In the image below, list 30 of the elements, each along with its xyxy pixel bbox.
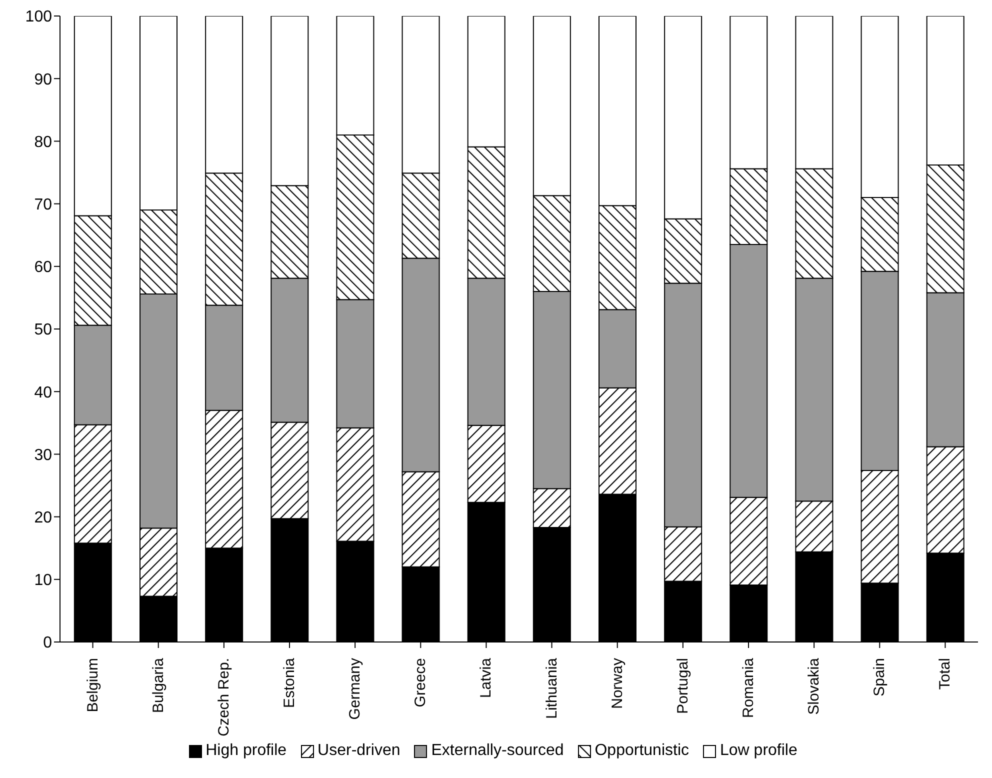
x-tick-label: Norway	[608, 658, 626, 709]
x-tick-label: Romania	[740, 657, 757, 718]
y-tick-label: 20	[34, 509, 52, 526]
legend-label: User-driven	[318, 742, 400, 760]
x-tick-label: Spain	[871, 658, 888, 696]
x-tick-label: Belgium	[84, 658, 102, 712]
legend-label: High profile	[206, 742, 287, 760]
legend-label: Externally-sourced	[431, 742, 564, 760]
legend-label: Opportunistic	[594, 742, 689, 760]
y-tick-label: 80	[34, 134, 52, 151]
y-tick-label: 10	[34, 572, 52, 590]
x-tick-label: Slovakia	[806, 657, 823, 715]
x-tick-label: Portugal	[674, 658, 692, 714]
legend-label: Low profile	[720, 742, 798, 760]
y-tick-label: 30	[34, 446, 52, 464]
x-tick-label: Greece	[412, 658, 430, 708]
y-tick-label: 90	[34, 71, 52, 88]
y-tick-label: 70	[34, 196, 52, 214]
x-tick-label: Lithuania	[543, 657, 560, 719]
x-tick-label: Bulgaria	[150, 657, 167, 714]
y-tick-label: 100	[25, 8, 52, 26]
x-tick-label: Estonia	[281, 657, 298, 708]
y-tick-label: 40	[34, 384, 52, 402]
x-tick-label: Germany	[346, 658, 364, 720]
x-tick-label: Latvia	[478, 657, 495, 698]
x-tick-label: Czech Rep.	[215, 658, 232, 736]
y-tick-label: 0	[43, 634, 52, 652]
y-tick-label: 60	[34, 259, 52, 276]
x-tick-label: Total	[936, 658, 954, 690]
y-tick-label: 50	[34, 322, 52, 339]
